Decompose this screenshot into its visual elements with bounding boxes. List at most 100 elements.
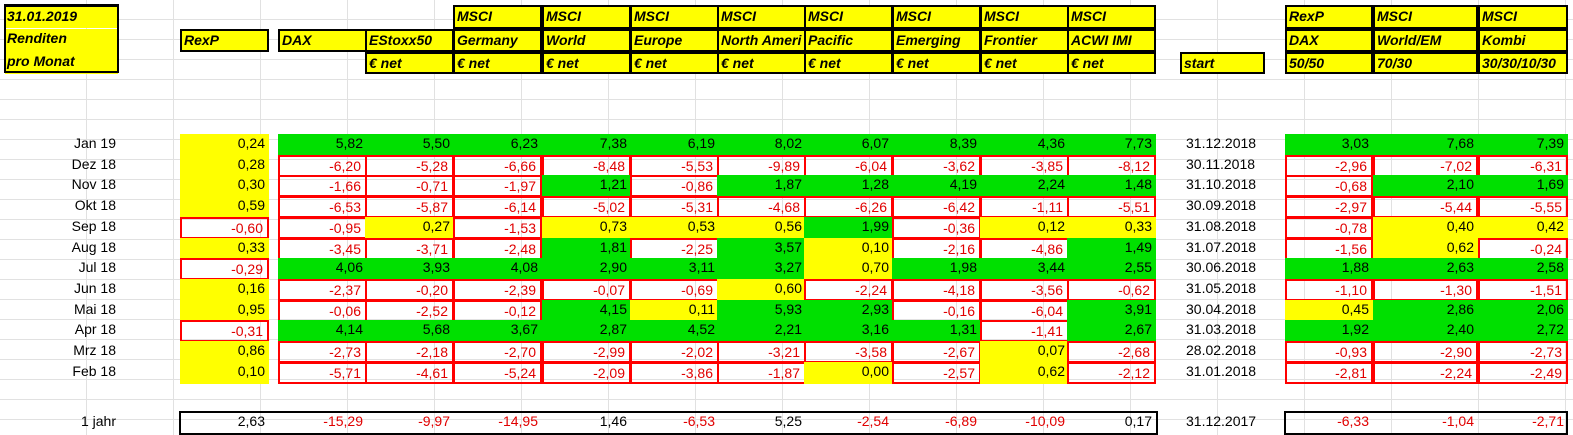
value-cell[interactable]: 0,11	[630, 300, 719, 322]
value-cell[interactable]: -0,20	[365, 279, 454, 301]
column-header-name[interactable]: Germany	[453, 29, 542, 52]
combo-value-cell[interactable]: 0,42	[1478, 217, 1568, 239]
column-header-net[interactable]: € net	[630, 52, 719, 74]
column-header-name[interactable]: Pacific	[804, 29, 893, 52]
combo-value-cell[interactable]: -1,30	[1373, 279, 1478, 301]
value-cell[interactable]: 0,16	[180, 279, 269, 301]
row-label[interactable]: Mrz 18	[73, 342, 116, 358]
value-cell[interactable]: 0,24	[180, 134, 269, 156]
column-header-net[interactable]: € net	[717, 52, 806, 74]
combo-value-cell[interactable]: -1,56	[1285, 238, 1373, 260]
value-cell[interactable]: -0,62	[1067, 279, 1156, 301]
value-cell[interactable]: -3,86	[630, 362, 719, 384]
value-cell[interactable]: 0,30	[180, 175, 269, 197]
value-cell[interactable]: 3,91	[1067, 300, 1156, 322]
value-cell[interactable]: 8,39	[892, 134, 981, 156]
row-label[interactable]: Dez 18	[71, 156, 116, 172]
value-cell[interactable]: 3,16	[804, 320, 893, 342]
value-cell[interactable]: 0,70	[804, 258, 893, 280]
value-cell[interactable]: 1,31	[892, 320, 981, 342]
title-pro-monat[interactable]: pro Monat	[5, 52, 118, 74]
value-cell[interactable]: -0,86	[630, 175, 719, 197]
value-cell[interactable]: -9,89	[717, 155, 806, 177]
start-date-cell[interactable]: 30.09.2018	[1186, 197, 1257, 213]
value-cell[interactable]: 4,36	[980, 134, 1069, 156]
value-cell[interactable]: 0,10	[804, 238, 893, 260]
value-cell[interactable]: 0,56	[717, 217, 806, 239]
column-header-name[interactable]: EStoxx50	[365, 29, 454, 52]
total-combo-cell[interactable]: -2,71	[1532, 413, 1564, 429]
value-cell[interactable]: -0,07	[542, 279, 631, 301]
value-cell[interactable]: -2,52	[365, 300, 454, 322]
column-header-net[interactable]: € net	[365, 52, 454, 74]
value-cell[interactable]: 4,08	[453, 258, 542, 280]
value-cell[interactable]: 0,00	[804, 362, 893, 384]
value-cell[interactable]: 5,68	[365, 320, 454, 342]
combo-value-cell[interactable]: -0,24	[1478, 238, 1568, 260]
value-cell[interactable]: -1,41	[980, 320, 1069, 342]
value-cell[interactable]: 2,67	[1067, 320, 1156, 342]
value-cell[interactable]: 3,93	[365, 258, 454, 280]
total-value-cell[interactable]: -2,54	[857, 413, 889, 429]
row-label[interactable]: Sep 18	[71, 218, 116, 234]
column-header-line1[interactable]: MSCI	[1067, 5, 1156, 29]
value-cell[interactable]: 2,21	[717, 320, 806, 342]
value-cell[interactable]: -0,12	[453, 300, 542, 322]
value-cell[interactable]: -2,24	[804, 279, 893, 301]
value-cell[interactable]: -6,20	[278, 155, 367, 177]
combo-value-cell[interactable]: 7,68	[1373, 134, 1478, 156]
column-header-line1[interactable]: MSCI	[980, 5, 1069, 29]
value-cell[interactable]: -1,87	[717, 362, 806, 384]
value-cell[interactable]: -5,31	[630, 196, 719, 218]
value-cell[interactable]: -2,18	[365, 341, 454, 363]
value-cell[interactable]: -4,86	[980, 238, 1069, 260]
value-cell[interactable]: 0,62	[980, 362, 1069, 384]
column-header-name[interactable]: DAX	[278, 29, 367, 52]
start-date-cell[interactable]: 31.03.2018	[1186, 321, 1257, 337]
combo-value-cell[interactable]: 3,03	[1285, 134, 1373, 156]
value-cell[interactable]: -5,51	[1067, 196, 1156, 218]
row-label[interactable]: Nov 18	[71, 176, 116, 192]
total-value-cell[interactable]: -6,53	[683, 413, 715, 429]
value-cell[interactable]: -6,66	[453, 155, 542, 177]
start-date-cell[interactable]: 30.06.2018	[1186, 259, 1257, 275]
value-cell[interactable]: 8,02	[717, 134, 806, 156]
combo-value-cell[interactable]: -6,31	[1478, 155, 1568, 177]
combo-value-cell[interactable]: 0,62	[1373, 238, 1478, 260]
value-cell[interactable]: 1,99	[804, 217, 893, 239]
value-cell[interactable]: 3,57	[717, 238, 806, 260]
combo-value-cell[interactable]: -2,90	[1373, 341, 1478, 363]
start-date-cell[interactable]: 30.11.2018	[1186, 156, 1256, 172]
combo-header-line2[interactable]: DAX	[1285, 29, 1373, 52]
title-date[interactable]: 31.01.2019	[5, 5, 118, 28]
column-header-line1[interactable]: MSCI	[804, 5, 893, 29]
value-cell[interactable]: 3,11	[630, 258, 719, 280]
value-cell[interactable]: -0,16	[892, 300, 981, 322]
value-cell[interactable]: -6,42	[892, 196, 981, 218]
value-cell[interactable]: -2,02	[630, 341, 719, 363]
combo-value-cell[interactable]: -2,97	[1285, 196, 1373, 218]
combo-header-line1[interactable]: MSCI	[1478, 5, 1568, 29]
combo-value-cell[interactable]: 2,63	[1373, 258, 1478, 280]
total-value-cell[interactable]: 2,63	[237, 413, 265, 429]
combo-value-cell[interactable]: 1,88	[1285, 258, 1373, 280]
value-cell[interactable]: -1,53	[453, 217, 542, 239]
combo-value-cell[interactable]: 1,92	[1285, 320, 1373, 342]
value-cell[interactable]: 0,07	[980, 341, 1069, 363]
combo-value-cell[interactable]: 2,06	[1478, 300, 1568, 322]
value-cell[interactable]: 0,73	[542, 217, 631, 239]
value-cell[interactable]: -2,99	[542, 341, 631, 363]
combo-value-cell[interactable]: -2,81	[1285, 362, 1373, 384]
value-cell[interactable]: 4,06	[278, 258, 367, 280]
value-cell[interactable]: -0,29	[180, 258, 269, 280]
value-cell[interactable]: 0,33	[1067, 217, 1156, 239]
combo-header-line3[interactable]: 30/30/10/30	[1478, 52, 1568, 74]
value-cell[interactable]: 1,28	[804, 175, 893, 197]
value-cell[interactable]: -3,45	[278, 238, 367, 260]
value-cell[interactable]: -6,04	[804, 155, 893, 177]
row-label[interactable]: Aug 18	[71, 239, 116, 255]
value-cell[interactable]: 0,28	[180, 155, 269, 177]
combo-value-cell[interactable]: -2,24	[1373, 362, 1478, 384]
start-date-cell[interactable]: 31.05.2018	[1186, 280, 1257, 296]
value-cell[interactable]: -6,26	[804, 196, 893, 218]
